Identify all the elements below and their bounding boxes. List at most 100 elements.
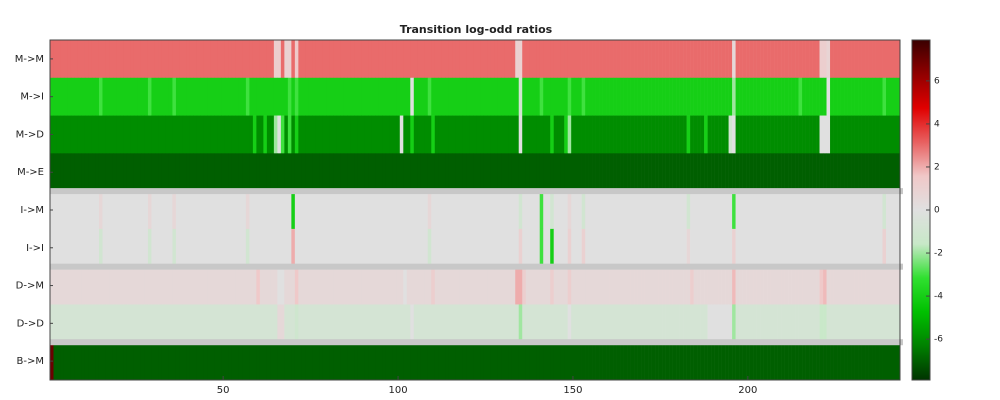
cell [875, 342, 880, 381]
cell [711, 77, 715, 116]
cell [77, 115, 82, 154]
cell [504, 77, 509, 116]
cell [893, 191, 897, 230]
cell [305, 40, 310, 79]
cell [207, 304, 212, 343]
cell [434, 266, 439, 305]
cell [595, 228, 600, 267]
cell [371, 304, 376, 343]
cell [525, 228, 530, 267]
cell [102, 228, 107, 267]
cell [875, 191, 880, 230]
cell [413, 115, 418, 154]
cell [592, 342, 596, 381]
cell [889, 266, 894, 305]
cell [119, 342, 124, 381]
cell [830, 304, 834, 343]
cell [371, 342, 376, 381]
cell [718, 153, 722, 192]
cell [228, 228, 233, 267]
cell [896, 342, 901, 381]
cell [802, 77, 806, 116]
cell [760, 266, 764, 305]
cell [84, 115, 89, 154]
cell [91, 40, 96, 79]
cell [784, 228, 789, 267]
cell [627, 153, 631, 192]
cell [662, 342, 666, 381]
cell [574, 266, 579, 305]
cell [669, 191, 673, 230]
cell [791, 40, 796, 79]
cell [308, 228, 313, 267]
cell [480, 228, 485, 267]
cell [63, 342, 68, 381]
cell [277, 304, 282, 343]
cell [102, 115, 107, 154]
cell [56, 342, 61, 381]
cell [154, 266, 159, 305]
cell [406, 115, 411, 154]
cell [574, 342, 579, 381]
cell [749, 77, 754, 116]
cell [812, 342, 817, 381]
cell [529, 77, 534, 116]
cell [704, 40, 708, 79]
cell [420, 228, 425, 267]
cell [529, 191, 534, 230]
cell [203, 228, 208, 267]
cell [602, 266, 607, 305]
cell [872, 40, 876, 79]
cell [861, 304, 866, 343]
cell [343, 153, 348, 192]
cell [735, 304, 740, 343]
cell [256, 40, 261, 79]
cell [875, 304, 880, 343]
cell [588, 40, 593, 79]
cell [186, 266, 191, 305]
cell [196, 77, 201, 116]
cell [560, 191, 565, 230]
cell [602, 228, 607, 267]
cell [599, 115, 603, 154]
cell [322, 266, 327, 305]
cell [732, 228, 736, 267]
cell [574, 191, 579, 230]
cell [858, 115, 862, 154]
cell [735, 40, 740, 79]
cell [445, 228, 450, 267]
cell [389, 304, 394, 343]
cell [847, 77, 852, 116]
cell [508, 342, 513, 381]
cell [81, 40, 86, 79]
cell [648, 228, 652, 267]
cell [333, 191, 338, 230]
cell [557, 115, 561, 154]
cell [186, 304, 191, 343]
cell [714, 77, 719, 116]
cell [819, 266, 824, 305]
cell [403, 115, 408, 154]
cell [165, 228, 170, 267]
cell [714, 304, 719, 343]
x-tick-label: 100 [388, 385, 407, 396]
cell [602, 77, 607, 116]
cell [634, 115, 638, 154]
cell [882, 115, 887, 154]
cell [459, 228, 464, 267]
cell [214, 266, 219, 305]
cell [231, 77, 236, 116]
cell [221, 40, 226, 79]
cell [98, 115, 103, 154]
cell [739, 153, 743, 192]
cell [235, 40, 240, 79]
cell [147, 228, 152, 267]
cell [315, 77, 320, 116]
cell [322, 304, 327, 343]
cell [476, 153, 481, 192]
cell [462, 191, 467, 230]
cell [53, 266, 58, 305]
cell [823, 342, 827, 381]
cell [718, 40, 722, 79]
cell [739, 77, 743, 116]
